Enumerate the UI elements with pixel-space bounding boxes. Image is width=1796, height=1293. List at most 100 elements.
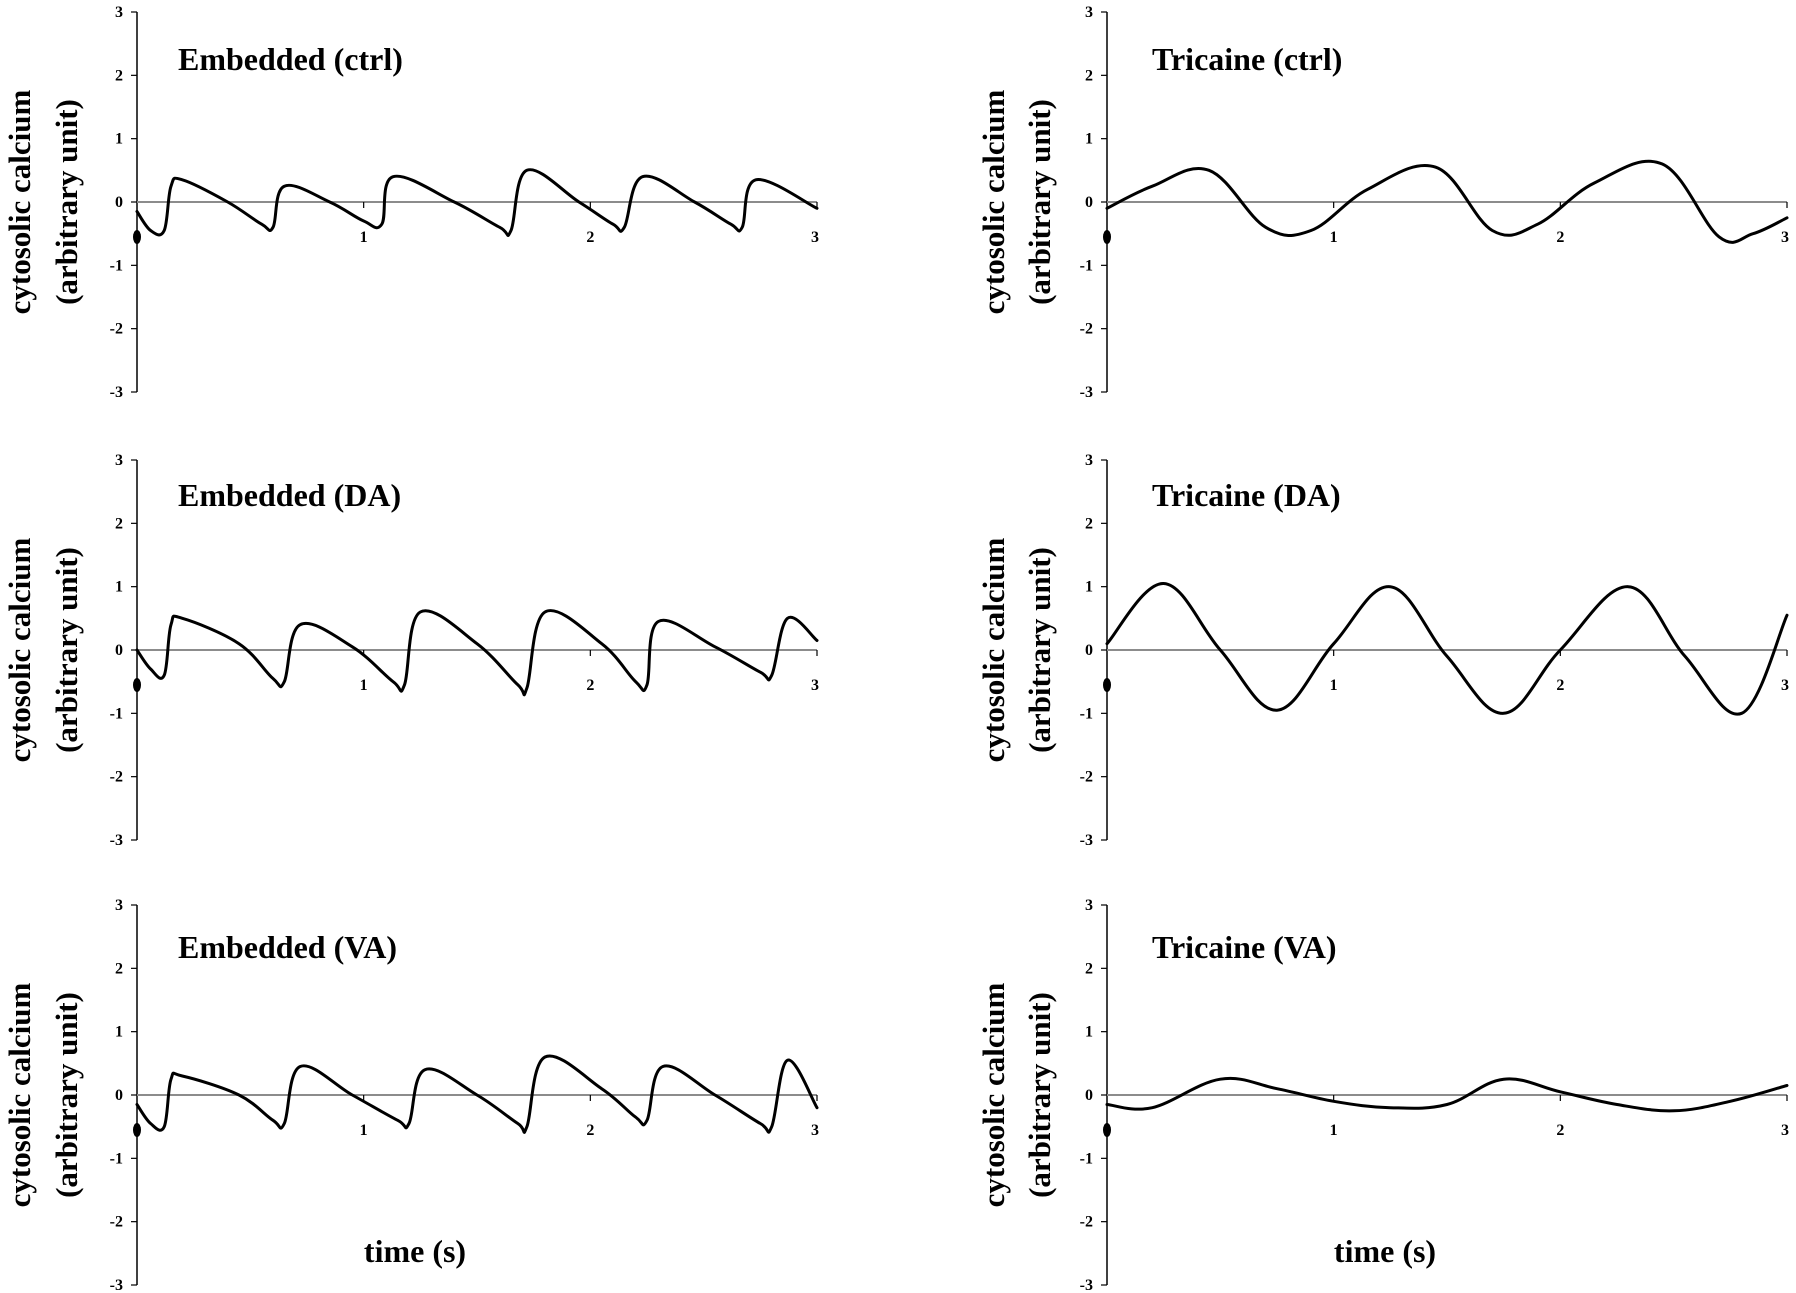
y-tick-label: -2 [1080, 1214, 1093, 1231]
y-tick-label: -1 [110, 1150, 123, 1167]
y-tick-label: 3 [1085, 897, 1093, 914]
y-axis-label: (arbitrary unit) [49, 992, 84, 1198]
panel-title: Embedded (VA) [178, 929, 397, 965]
x-tick-label: 3 [811, 677, 819, 694]
y-tick-label: -3 [1080, 384, 1093, 401]
y-tick-label: -2 [1080, 769, 1093, 786]
y-tick-label: -3 [1080, 832, 1093, 849]
panel-title: Tricaine (DA) [1152, 477, 1341, 513]
y-tick-label: 1 [115, 1024, 123, 1041]
panel-title: Embedded (DA) [178, 477, 401, 513]
y-tick-label: -2 [110, 769, 123, 786]
y-axis-label: (arbitrary unit) [49, 99, 84, 305]
y-tick-label: 0 [1085, 642, 1093, 659]
y-tick-label: -3 [110, 384, 123, 401]
x-tick-label: 1 [1330, 229, 1338, 246]
calcium-trace-line [135, 609, 819, 697]
origin-marker [1103, 678, 1111, 692]
x-tick-label: 2 [1556, 1122, 1564, 1139]
x-tick-label: 1 [360, 677, 368, 694]
x-tick-label: 1 [360, 229, 368, 246]
x-tick-label: 2 [1556, 677, 1564, 694]
y-tick-label: 0 [115, 1087, 123, 1104]
y-tick-label: 3 [115, 4, 123, 21]
calcium-trace-line [1105, 1076, 1789, 1113]
y-tick-label: 0 [115, 642, 123, 659]
y-tick-label: 2 [1085, 515, 1093, 532]
calcium-trace-line [1105, 159, 1789, 244]
x-tick-label: 2 [586, 677, 594, 694]
y-tick-label: 2 [115, 960, 123, 977]
y-tick-label: 1 [115, 579, 123, 596]
y-tick-label: 1 [1085, 1024, 1093, 1041]
y-tick-label: -2 [110, 321, 123, 338]
y-tick-label: -2 [110, 1214, 123, 1231]
origin-marker [1103, 230, 1111, 244]
x-axis-label: time (s) [1334, 1233, 1436, 1269]
x-tick-label: 1 [360, 1122, 368, 1139]
y-tick-label: -1 [110, 257, 123, 274]
panel-title: Tricaine (ctrl) [1152, 41, 1342, 77]
x-tick-label: 3 [811, 1122, 819, 1139]
y-tick-label: 1 [1085, 579, 1093, 596]
y-axis-label: cytosolic calcium [976, 537, 1011, 762]
y-axis-label: (arbitrary unit) [49, 547, 84, 753]
chart-panel: 3 2 1 0 -1 -2 -3 1 2 3 Tricaine (VA) cytosolic calc… [976, 897, 1789, 1293]
origin-marker [133, 1123, 141, 1137]
y-tick-label: 0 [115, 194, 123, 211]
y-tick-label: 1 [115, 131, 123, 148]
y-tick-label: -1 [110, 705, 123, 722]
y-tick-label: -3 [110, 1277, 123, 1293]
x-tick-label: 3 [811, 229, 819, 246]
y-tick-label: 3 [1085, 4, 1093, 21]
x-tick-label: 3 [1781, 229, 1789, 246]
y-tick-label: -1 [1080, 705, 1093, 722]
x-tick-label: 2 [586, 229, 594, 246]
y-tick-label: -3 [110, 832, 123, 849]
y-axis-label: (arbitrary unit) [1022, 992, 1057, 1198]
y-axis-label: cytosolic calcium [976, 982, 1011, 1207]
x-axis-label: time (s) [364, 1233, 466, 1269]
calcium-trace-line [1105, 581, 1789, 716]
y-axis-label: (arbitrary unit) [1022, 547, 1057, 753]
origin-marker [133, 678, 141, 692]
chart-panel: 3 2 1 0 -1 -2 -3 1 2 3 Tricaine (ctrl) cytosolic ca… [976, 4, 1789, 401]
y-axis-label: cytosolic calcium [2, 89, 37, 314]
y-tick-label: 3 [115, 452, 123, 469]
y-tick-label: 1 [1085, 131, 1093, 148]
y-tick-label: 0 [1085, 1087, 1093, 1104]
y-tick-label: 3 [115, 897, 123, 914]
panel-title: Tricaine (VA) [1152, 929, 1337, 965]
x-tick-label: 2 [1556, 229, 1564, 246]
y-tick-label: 2 [1085, 960, 1093, 977]
x-tick-label: 1 [1330, 1122, 1338, 1139]
y-axis-label: cytosolic calcium [2, 537, 37, 762]
x-tick-label: 3 [1781, 677, 1789, 694]
calcium-trace-line [135, 1054, 819, 1134]
y-tick-label: 3 [1085, 452, 1093, 469]
chart-panels: 3 2 1 0 -1 -2 -3 1 2 3 Embedded (ctrl) cytosolic ca… [2, 4, 1789, 1293]
x-tick-label: 3 [1781, 1122, 1789, 1139]
y-tick-label: -3 [1080, 1277, 1093, 1293]
chart-panel: 3 2 1 0 -1 -2 -3 1 2 3 Tricaine (DA) cytosolic calc… [976, 452, 1789, 849]
y-tick-label: 0 [1085, 194, 1093, 211]
y-tick-label: 2 [1085, 67, 1093, 84]
calcium-trace-line [135, 168, 819, 237]
origin-marker [1103, 1123, 1111, 1137]
y-axis-label: (arbitrary unit) [1022, 99, 1057, 305]
origin-marker [133, 230, 141, 244]
y-axis-label: cytosolic calcium [976, 89, 1011, 314]
chart-panel: 3 2 1 0 -1 -2 -3 1 2 3 Embedded (ctrl) cytosolic ca… [2, 4, 819, 401]
x-tick-label: 1 [1330, 677, 1338, 694]
y-tick-label: -2 [1080, 321, 1093, 338]
y-tick-label: -1 [1080, 257, 1093, 274]
chart-panel: 3 2 1 0 -1 -2 -3 1 2 3 Embedded (DA) cytosolic calc… [2, 452, 819, 849]
x-tick-label: 2 [586, 1122, 594, 1139]
panel-title: Embedded (ctrl) [178, 41, 403, 77]
y-tick-label: 2 [115, 515, 123, 532]
y-axis-label: cytosolic calcium [2, 982, 37, 1207]
y-tick-label: 2 [115, 67, 123, 84]
y-tick-label: -1 [1080, 1150, 1093, 1167]
chart-panel: 3 2 1 0 -1 -2 -3 1 2 3 Embedded (VA) cytosolic calc… [2, 897, 819, 1293]
